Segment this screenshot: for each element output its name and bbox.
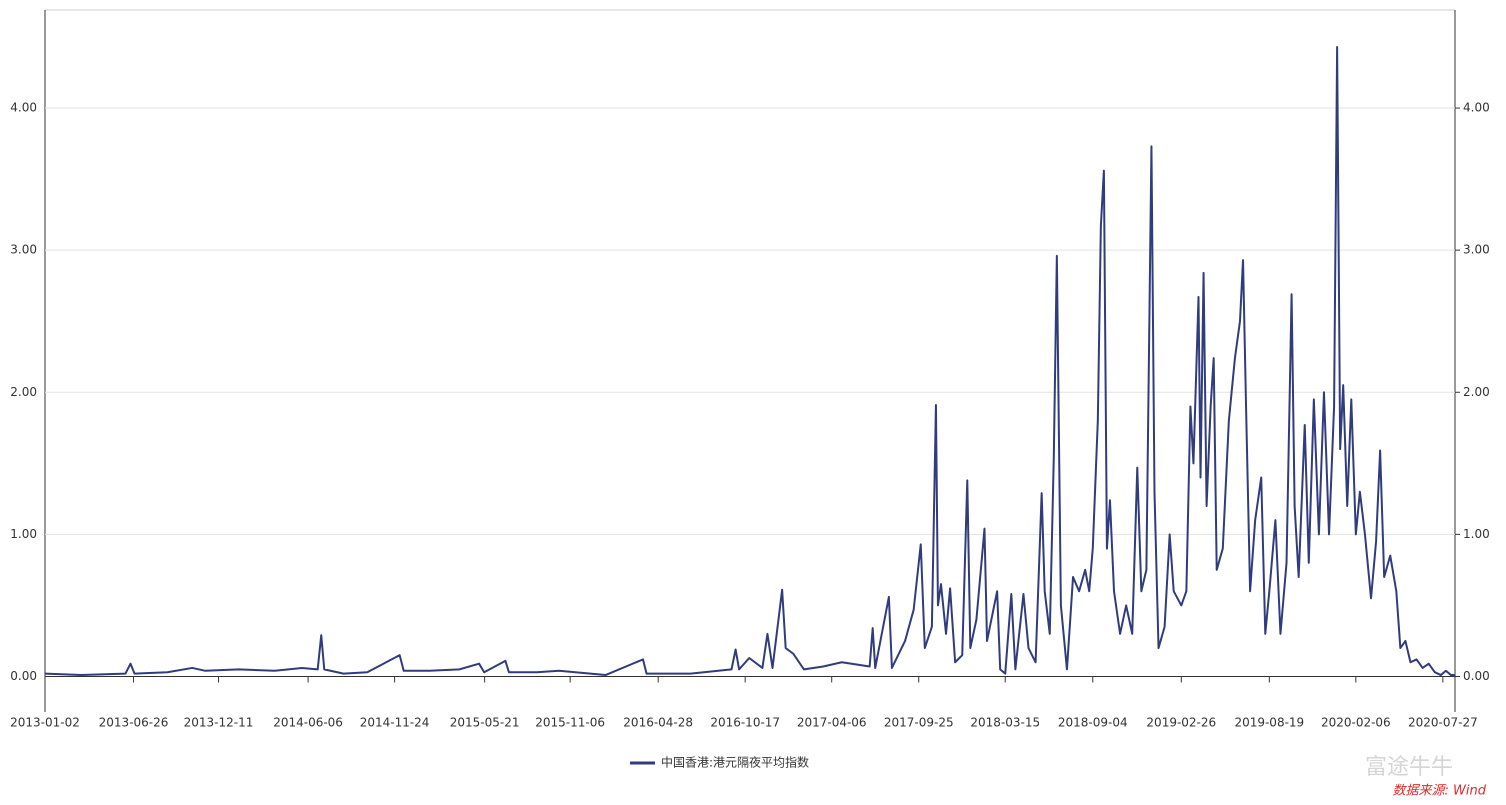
x-tick-label: 2019-02-26 [1146,716,1216,730]
y2-tick-label: 1.00 [1463,527,1490,541]
watermark: 富途牛牛 [1365,755,1453,780]
x-tick-label: 2018-09-04 [1058,716,1128,730]
source-note: 数据来源: Wind [1393,784,1487,799]
x-tick-label: 2020-07-27 [1408,716,1478,730]
y2-tick-label: 3.00 [1463,243,1490,257]
data-line [44,45,1455,677]
x-tick-label: 2018-03-15 [970,716,1040,730]
y2-tick-label: 4.00 [1463,101,1490,115]
y2-tick-label: 0.00 [1463,669,1490,683]
x-tick-label: 2019-08-19 [1234,716,1304,730]
y-tick-label: 2.00 [10,385,37,399]
x-tick-label: 2013-12-11 [184,716,254,730]
y-tick-label: 4.00 [10,101,37,115]
x-tick-label: 2013-01-02 [10,716,80,730]
x-tick-label: 2016-04-28 [623,716,693,730]
x-tick-label: 2016-10-17 [710,716,780,730]
y-tick-label: 1.00 [10,527,37,541]
x-tick-label: 2014-11-24 [360,716,430,730]
x-tick-label: 2015-11-06 [535,716,605,730]
y2-tick-label: 2.00 [1463,385,1490,399]
x-tick-label: 2015-05-21 [450,716,520,730]
x-tick-label: 2017-09-25 [884,716,954,730]
x-tick-label: 2017-04-06 [797,716,867,730]
y-tick-label: 0.00 [10,669,37,683]
x-tick-label: 2020-02-06 [1321,716,1391,730]
x-tick-label: 2014-06-06 [273,716,343,730]
y-tick-label: 3.00 [10,243,37,257]
legend-label[interactable]: 中国香港:港元隔夜平均指数 [661,755,809,770]
x-tick-label: 2013-06-26 [99,716,169,730]
